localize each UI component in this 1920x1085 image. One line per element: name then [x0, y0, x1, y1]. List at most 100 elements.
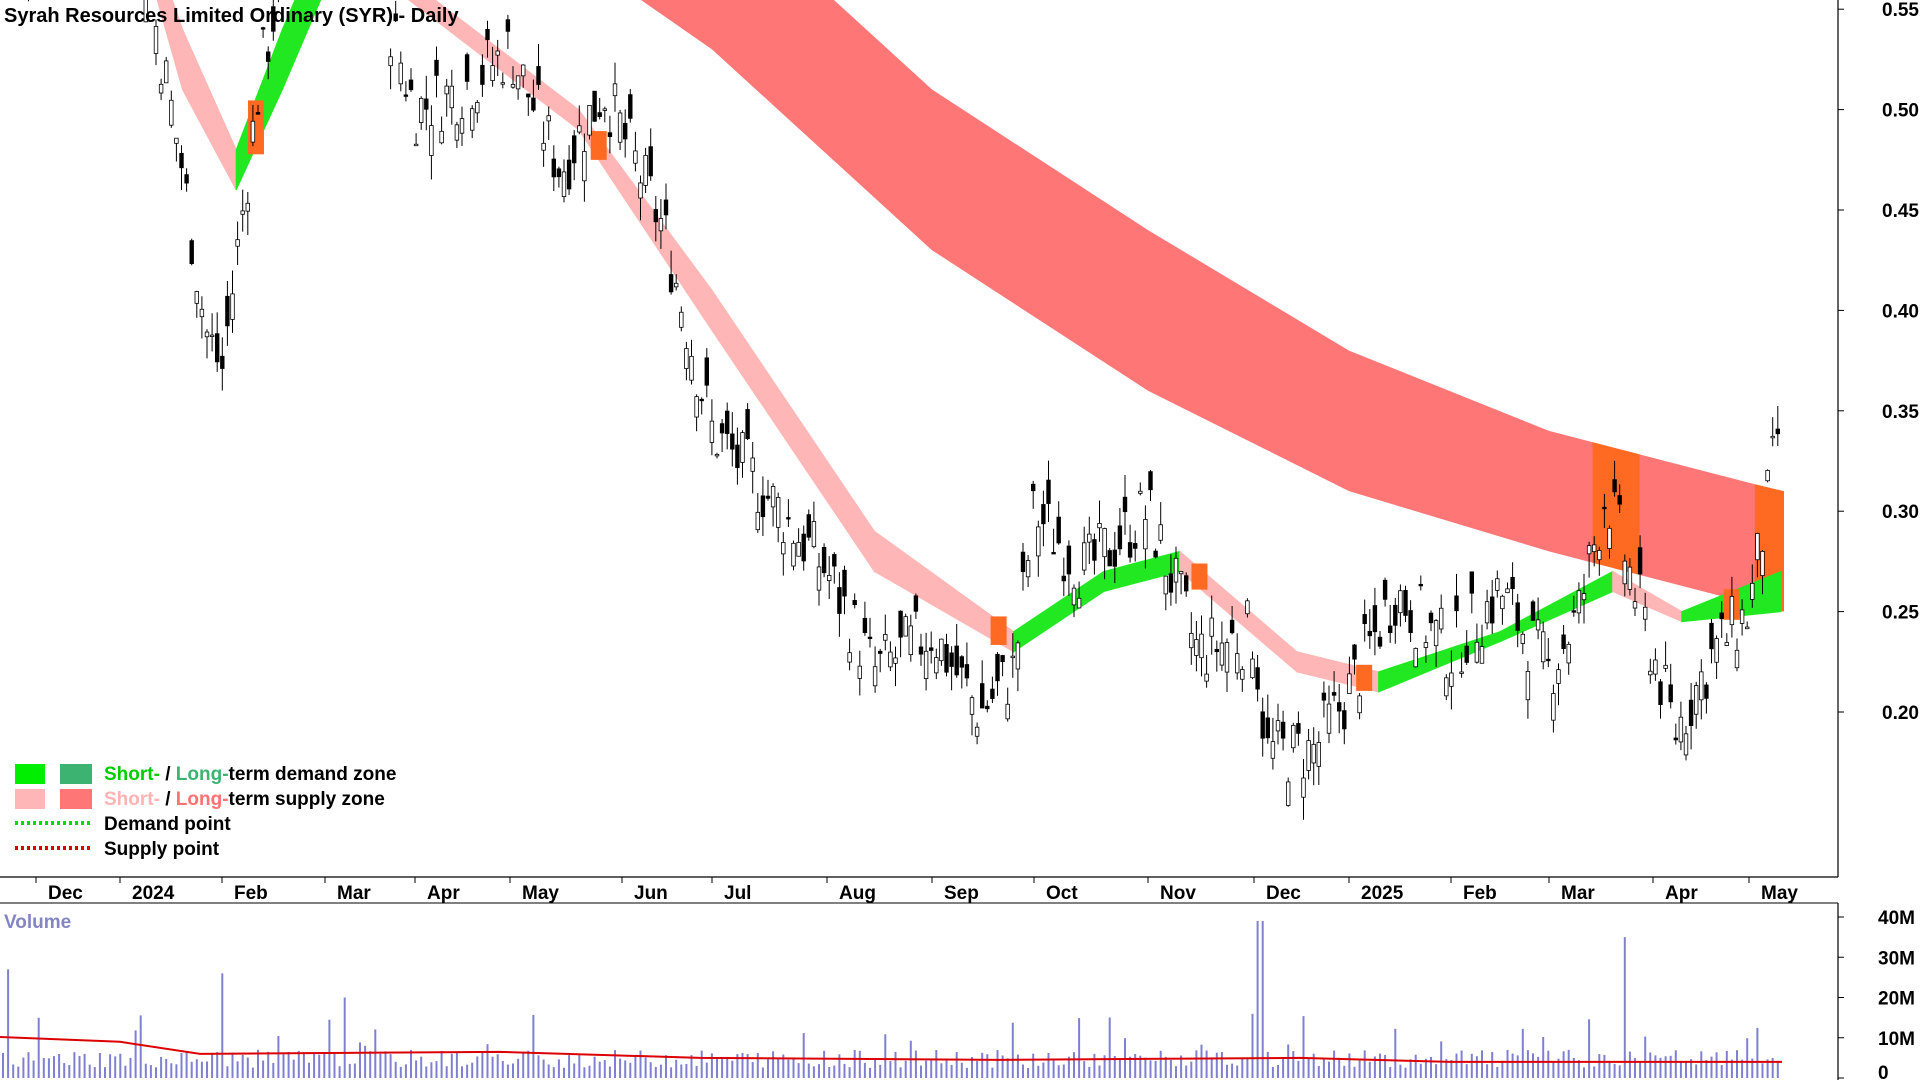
candle-body-140 — [714, 453, 720, 457]
candle-body-172 — [878, 650, 883, 654]
candle-body-116 — [592, 90, 597, 122]
candle-body-33 — [169, 99, 174, 126]
candle-body-286 — [1459, 671, 1464, 674]
long-term-zone-layer — [641, 0, 1784, 612]
candle-body-137 — [699, 398, 704, 402]
candle-body-348 — [1775, 428, 1780, 435]
candle-body-222 — [1133, 543, 1138, 549]
candle-body-183 — [934, 657, 939, 674]
candle-body-202 — [1031, 483, 1036, 492]
candle-body-136 — [694, 396, 699, 418]
candle-body-124 — [633, 150, 638, 164]
candle-body-153 — [781, 542, 786, 555]
candle-body-304 — [1551, 693, 1556, 721]
time-tick-label-14: Feb — [1463, 883, 1497, 904]
short-term-transition-5 — [1191, 563, 1208, 590]
time-tick-label-8: Aug — [839, 883, 876, 904]
candle-body-133 — [679, 311, 684, 328]
candle-body-35 — [179, 152, 184, 169]
candle-body-173 — [883, 633, 888, 641]
candle-body-87 — [444, 85, 449, 95]
candle-body-284 — [1449, 672, 1454, 687]
candle-body-228 — [1163, 575, 1168, 595]
candle-body-186 — [949, 652, 954, 667]
candle-body-135 — [689, 355, 694, 381]
candle-body-152 — [776, 496, 781, 528]
candle-body-199 — [1015, 642, 1021, 670]
candle-body-32 — [163, 60, 169, 84]
candle-body-323 — [1648, 670, 1653, 676]
short-term-transition-6 — [1356, 664, 1373, 691]
candle-body-28 — [143, 0, 148, 23]
candle-body-132 — [674, 282, 679, 288]
candle-body-207 — [1056, 516, 1061, 544]
candle-body-130 — [663, 199, 669, 216]
candle-body-169 — [862, 617, 868, 633]
candle-body-289 — [1474, 641, 1480, 663]
candle-body-239 — [1219, 642, 1225, 666]
candle-body-88 — [449, 85, 454, 109]
candle-body-301 — [1535, 619, 1541, 631]
candle-body-278 — [1418, 583, 1423, 587]
candle-body-316 — [1612, 479, 1617, 493]
time-tick-label-13: 2025 — [1361, 883, 1404, 904]
candle-body-241 — [1229, 619, 1235, 634]
candle-body-310 — [1581, 593, 1587, 601]
candle-body-270 — [1377, 636, 1383, 647]
candle-body-333 — [1699, 671, 1704, 701]
candle-body-30 — [153, 26, 159, 54]
candle-body-125 — [638, 182, 643, 199]
candle-body-144 — [735, 444, 740, 469]
candle-body-194 — [990, 688, 995, 699]
candle-body-221 — [1127, 542, 1133, 558]
candle-body-175 — [893, 657, 898, 664]
candle-body-49 — [250, 120, 256, 143]
candle-body-82 — [418, 97, 424, 123]
time-tick-label-5: May — [522, 883, 559, 904]
candle-body-261 — [1331, 692, 1337, 696]
candle-body-233 — [1189, 632, 1194, 649]
candle-body-189 — [964, 664, 970, 679]
candle-body-219 — [1117, 525, 1123, 550]
time-tick-label-16: Apr — [1665, 883, 1698, 904]
candle-body-312 — [1592, 544, 1597, 553]
candle-body-176 — [898, 610, 903, 638]
candle-body-142 — [725, 410, 730, 434]
candle-body-292 — [1490, 596, 1495, 624]
candle-body-150 — [765, 495, 771, 499]
candle-body-187 — [954, 645, 959, 676]
candle-body-272 — [1388, 625, 1393, 634]
candle-body-160 — [816, 566, 822, 591]
candle-body-45 — [230, 293, 235, 320]
candle-body-293 — [1495, 578, 1500, 591]
short-term-transition-4 — [990, 616, 1007, 645]
candle-body-196 — [1000, 655, 1005, 662]
candle-body-224 — [1143, 519, 1148, 550]
candle-body-40 — [204, 331, 210, 338]
candle-body-167 — [852, 600, 857, 606]
candle-body-327 — [1668, 684, 1673, 703]
short-term-transition-3 — [590, 131, 607, 160]
price-tick-label-14: 0.30 — [1882, 502, 1919, 523]
candle-body-331 — [1688, 699, 1694, 727]
candle-body-81 — [413, 143, 419, 147]
candle-body-288 — [1469, 571, 1474, 594]
volume-tick-label-3: 10M — [1878, 1029, 1915, 1050]
candle-body-166 — [847, 652, 852, 663]
candle-body-246 — [1255, 667, 1260, 690]
candle-body-317 — [1617, 495, 1622, 505]
legend-suffix-text: term supply zone — [229, 789, 385, 810]
time-tick-label-2: Feb — [234, 883, 268, 904]
candle-body-251 — [1280, 721, 1286, 739]
candle-body-212 — [1082, 542, 1087, 571]
candle-body-243 — [1240, 669, 1245, 680]
candle-body-109 — [556, 168, 562, 178]
candle-body-193 — [985, 705, 990, 710]
candle-body-131 — [668, 274, 674, 293]
candle-body-188 — [959, 656, 964, 668]
candle-body-149 — [760, 495, 766, 518]
candle-body-174 — [888, 651, 893, 668]
candle-body-161 — [821, 546, 827, 574]
candle-body-146 — [745, 409, 750, 440]
